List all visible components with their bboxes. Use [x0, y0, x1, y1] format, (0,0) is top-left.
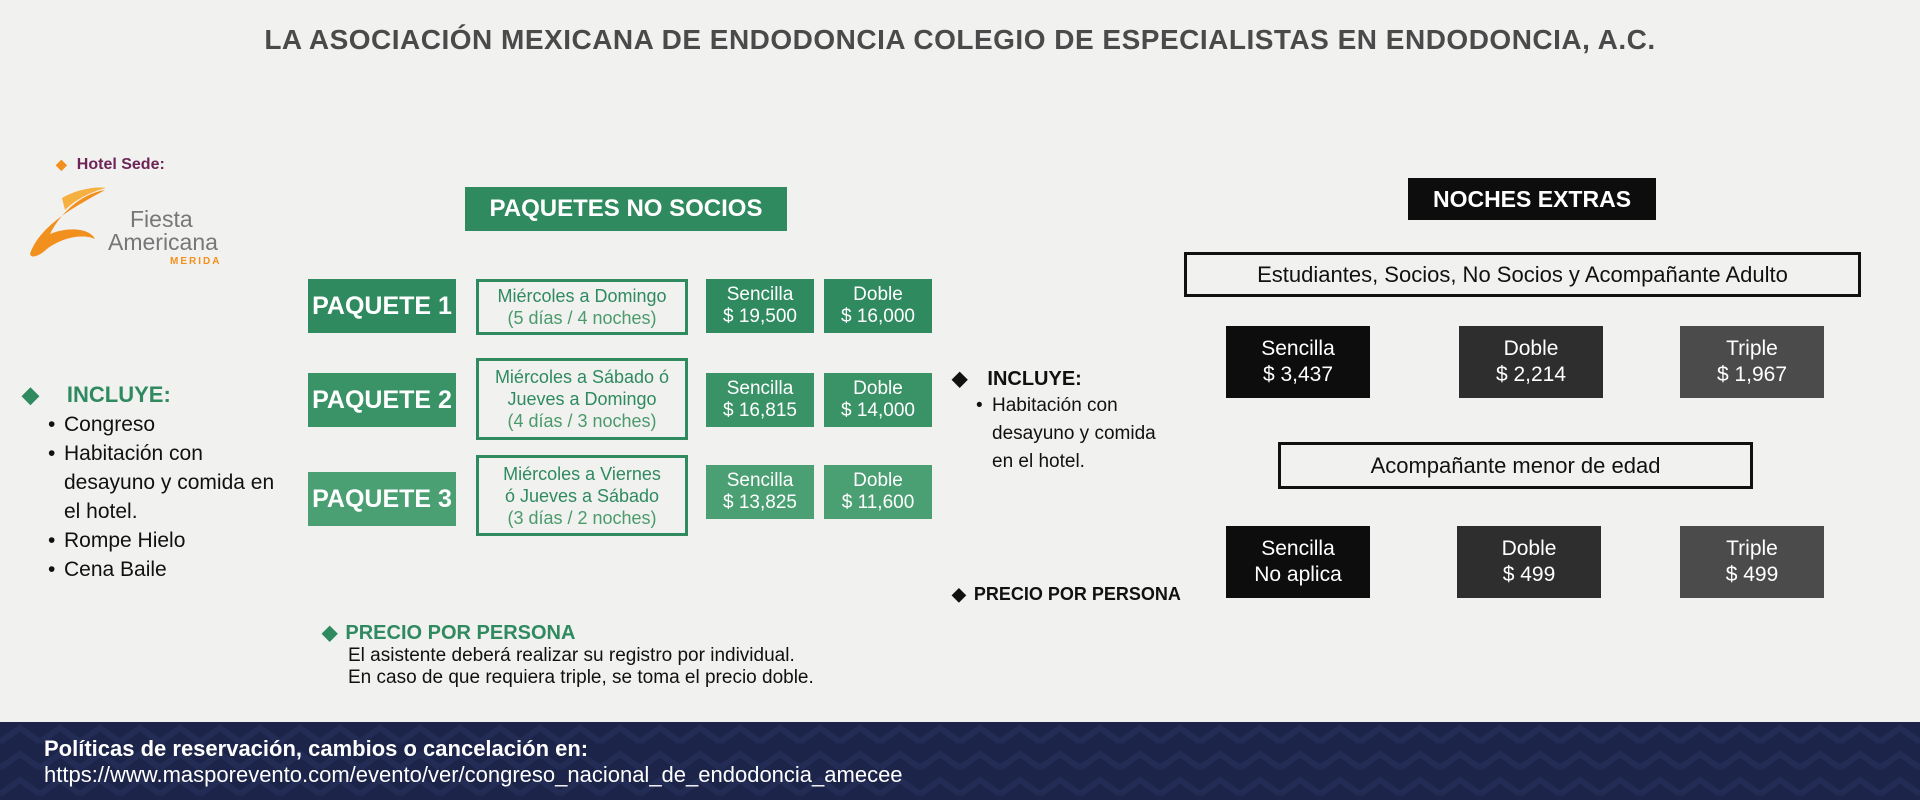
diamond-bullet-icon: ◆ [952, 368, 968, 390]
package-2-doble: Doble $ 14,000 [824, 373, 932, 427]
package-1-description: Miércoles a Domingo (5 días / 4 noches) [476, 279, 688, 335]
diamond-bullet-icon: ◆ [22, 382, 39, 407]
price-label: Sencilla [726, 470, 794, 491]
includes-heading-text: INCLUYE: [66, 382, 171, 407]
room-price: No aplica [1254, 563, 1342, 586]
room-price: $ 499 [1725, 563, 1779, 586]
middle-includes-heading-text: INCLUYE: [987, 368, 1082, 390]
hotel-label-text: Hotel Sede: [76, 156, 165, 173]
footer-pattern-icon [0, 722, 1920, 800]
note-heading: PRECIO POR PERSONA [345, 622, 576, 644]
extra-adult-sencilla: Sencilla $ 3,437 [1226, 326, 1370, 398]
package-3-sencilla: Sencilla $ 13,825 [706, 465, 814, 519]
middle-price-note-text: PRECIO POR PERSONA [973, 584, 1181, 604]
middle-includes-heading: ◆ INCLUYE: [952, 366, 1082, 391]
note-line: En caso de que requiera triple, se toma … [348, 667, 814, 688]
price-value: $ 16,815 [723, 400, 797, 421]
list-item: desayuno y comida [992, 423, 1156, 444]
extra-adult-triple: Triple $ 1,967 [1680, 326, 1824, 398]
list-item: Rompe Hielo [48, 526, 278, 555]
package-1-sencilla: Sencilla $ 19,500 [706, 279, 814, 333]
logo-line2: Americana [108, 229, 218, 255]
room-label: Doble [1501, 537, 1557, 560]
group-minor-title: Acompañante menor de edad [1278, 442, 1753, 489]
list-item: en el hotel. [992, 451, 1085, 472]
includes-heading: ◆ INCLUYE: [22, 382, 171, 408]
package-3-doble: Doble $ 11,600 [824, 465, 932, 519]
room-price: $ 2,214 [1495, 363, 1567, 386]
room-label: Triple [1726, 537, 1778, 560]
price-value: $ 14,000 [841, 400, 915, 421]
price-label: Sencilla [726, 284, 794, 305]
room-price: $ 1,967 [1716, 363, 1788, 386]
price-label: Doble [853, 378, 903, 399]
package-desc-line: Miércoles a Viernes [503, 463, 661, 484]
package-3-label: PAQUETE 3 [308, 472, 456, 526]
package-desc-line: Miércoles a Sábado ó [494, 367, 670, 387]
note-line: El asistente deberá realizar su registro… [348, 645, 795, 666]
list-item: Congreso [48, 410, 278, 439]
package-desc-line: (4 días / 3 noches) [507, 411, 657, 431]
footer-bar: Políticas de reservación, cambios o canc… [0, 722, 1920, 800]
price-value: $ 19,500 [723, 306, 797, 327]
middle-includes-list: Habitación con desayuno y comida en el h… [976, 392, 1186, 476]
footer-policy-text: Políticas de reservación, cambios o canc… [44, 736, 589, 761]
price-value: $ 16,000 [841, 306, 915, 327]
list-item: Habitación con [976, 392, 1186, 420]
group-adult-title: Estudiantes, Socios, No Socios y Acompañ… [1184, 252, 1861, 297]
package-2-sencilla: Sencilla $ 16,815 [706, 373, 814, 427]
room-price: $ 499 [1502, 563, 1556, 586]
logo-sub: MERIDA [170, 256, 222, 267]
package-3-description: Miércoles a Viernes ó Jueves a Sábado (3… [476, 455, 688, 536]
price-value: $ 11,600 [841, 492, 915, 513]
package-1-doble: Doble $ 16,000 [824, 279, 932, 333]
package-desc-line: (5 días / 4 noches) [507, 308, 657, 328]
room-label: Sencilla [1261, 537, 1335, 560]
price-label: Doble [853, 470, 903, 491]
room-label: Triple [1726, 337, 1778, 360]
fiesta-americana-logo-icon [30, 187, 106, 257]
includes-list: Congreso Habitación con desayuno y comid… [48, 410, 278, 584]
logo-line1: Fiesta [130, 206, 193, 232]
package-desc-line: (3 días / 2 noches) [507, 507, 657, 528]
price-value: $ 13,825 [723, 492, 797, 513]
price-label: Sencilla [726, 378, 794, 399]
list-item: Cena Baile [48, 555, 278, 584]
diamond-bullet-icon: ◆ [322, 622, 338, 644]
package-2-label: PAQUETE 2 [308, 373, 456, 427]
package-2-description: Miércoles a Sábado ó Jueves a Domingo (4… [476, 358, 688, 440]
package-1-label: PAQUETE 1 [308, 279, 456, 333]
package-desc-line: ó Jueves a Sábado [504, 485, 660, 506]
diamond-bullet-icon: ◆ [952, 584, 966, 604]
no-socios-banner: PAQUETES NO SOCIOS [465, 187, 787, 231]
price-label: Doble [853, 284, 903, 305]
list-item: Habitación con desayuno y comida en el h… [48, 439, 278, 526]
price-per-person-note: ◆ PRECIO POR PERSONA [322, 620, 575, 645]
hotel-logo: Fiesta Americana MERIDA [20, 184, 230, 274]
extra-minor-triple: Triple $ 499 [1680, 526, 1824, 598]
extra-minor-sencilla: Sencilla No aplica [1226, 526, 1370, 598]
room-price: $ 3,437 [1262, 363, 1334, 386]
diamond-bullet-icon: ◆ [56, 156, 67, 172]
footer-link[interactable]: https://www.masporevento.com/evento/ver/… [44, 762, 903, 787]
room-label: Sencilla [1261, 337, 1335, 360]
package-desc-line: Jueves a Domingo [507, 389, 657, 409]
page-title: LA ASOCIACIÓN MEXICANA DE ENDODONCIA COL… [264, 24, 1656, 55]
extra-adult-doble: Doble $ 2,214 [1459, 326, 1603, 398]
room-label: Doble [1503, 337, 1559, 360]
hotel-label: ◆ Hotel Sede: [56, 156, 165, 174]
noches-extras-banner: NOCHES EXTRAS [1408, 178, 1656, 220]
middle-price-note: ◆ PRECIO POR PERSONA [952, 584, 1181, 605]
extra-minor-doble: Doble $ 499 [1457, 526, 1601, 598]
package-desc-line: Miércoles a Domingo [497, 286, 667, 306]
